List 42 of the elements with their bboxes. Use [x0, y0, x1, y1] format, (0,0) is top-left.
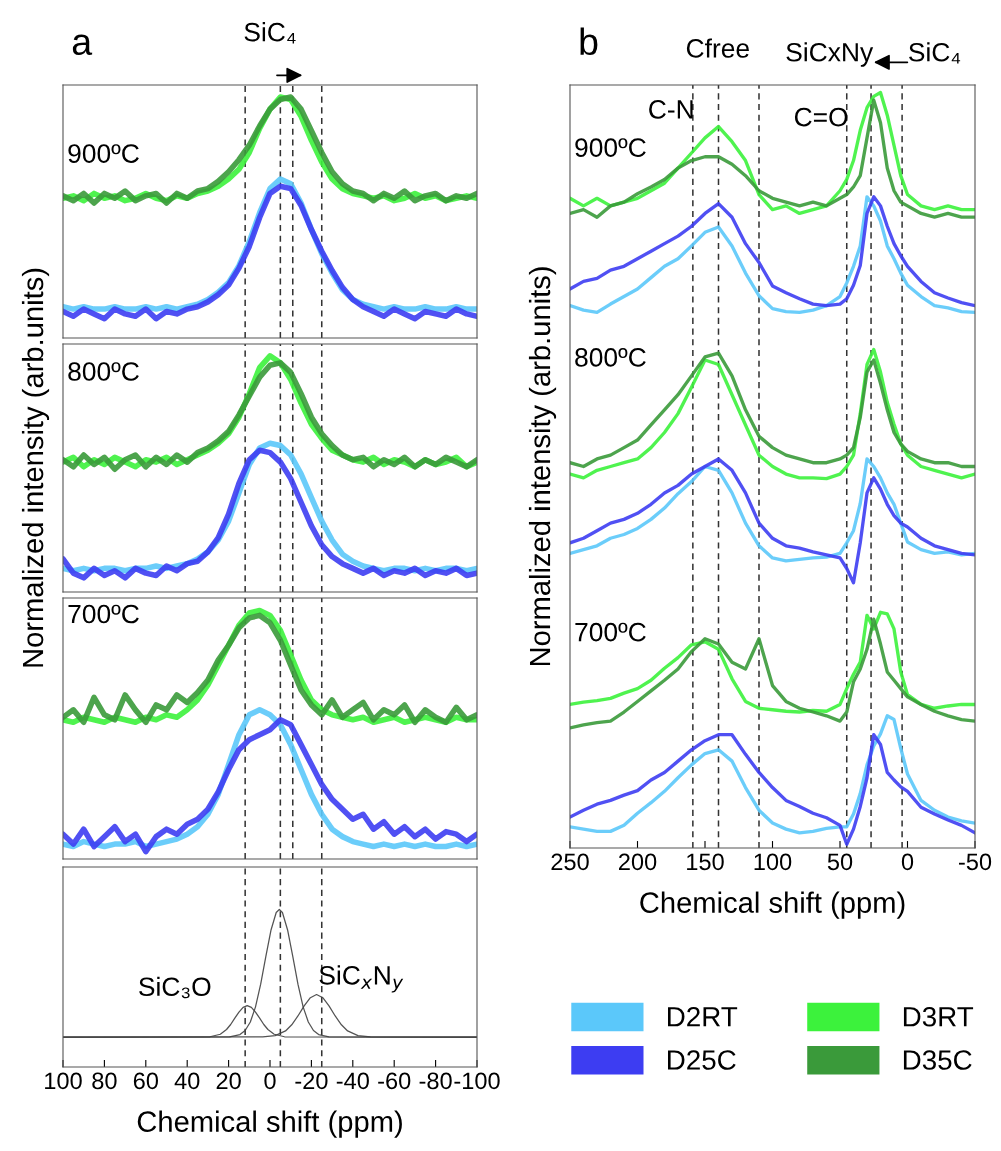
annotation: C-N — [649, 100, 693, 119]
text: SiCxNy — [786, 42, 874, 67]
chart-title: b — [580, 27, 598, 56]
x-axis-title: Chemical shift (ppm) — [640, 891, 905, 919]
x-tick-label: -100 — [454, 1072, 500, 1090]
y-axis-title: Normalized intensity (arb.units) — [528, 267, 557, 666]
x-tick-label: 200 — [618, 853, 657, 871]
x-tick-label: 50 — [827, 853, 853, 871]
y-axis-title: Normalized intensity (arb.units) — [21, 268, 50, 667]
x-tick-label: 0 — [264, 1072, 276, 1090]
x-axis-title: Chemical shift (ppm) — [137, 1110, 402, 1138]
annotation: 900ºC — [575, 138, 646, 157]
x-tick-label: 100 — [45, 1072, 82, 1090]
legend-label: D35C — [903, 1050, 972, 1070]
x-tick-label: 60 — [133, 1072, 159, 1090]
annotation: 800ºC — [575, 348, 646, 367]
legend-label: D3RT — [903, 1006, 974, 1027]
annotation: SiC₃O — [139, 976, 211, 999]
x-tick-label: 150 — [687, 853, 724, 871]
x-tick-label: -80 — [419, 1072, 452, 1090]
x-tick-label: -20 — [295, 1072, 328, 1090]
annotation: 800ºC — [68, 362, 139, 381]
x-tick-label: 20 — [216, 1072, 241, 1090]
chart-title: a — [72, 34, 93, 56]
x-tick-label: -40 — [336, 1072, 369, 1090]
x-tick-label: 80 — [92, 1072, 117, 1090]
x-tick-label: -50 — [958, 853, 992, 871]
text: Cfree — [686, 38, 749, 58]
annotation: 700ºC — [68, 604, 139, 624]
annotation: C=O — [794, 107, 848, 127]
legend-label: D2RT — [668, 1006, 738, 1027]
legend-label: D25C — [668, 1050, 736, 1070]
text: SiC₄ — [909, 42, 961, 64]
annotation: 700ºC — [575, 622, 646, 642]
x-tick-label: 40 — [174, 1072, 200, 1090]
x-tick-label: 250 — [551, 853, 589, 871]
x-tick-label: 0 — [901, 853, 914, 871]
text: SiC₄ — [244, 22, 296, 44]
x-tick-label: 100 — [754, 853, 792, 871]
annotation: SiC$_{x}$N$_{y}$ — [319, 965, 404, 993]
x-tick-label: -60 — [378, 1072, 411, 1090]
annotation: 900ºC — [68, 144, 139, 163]
